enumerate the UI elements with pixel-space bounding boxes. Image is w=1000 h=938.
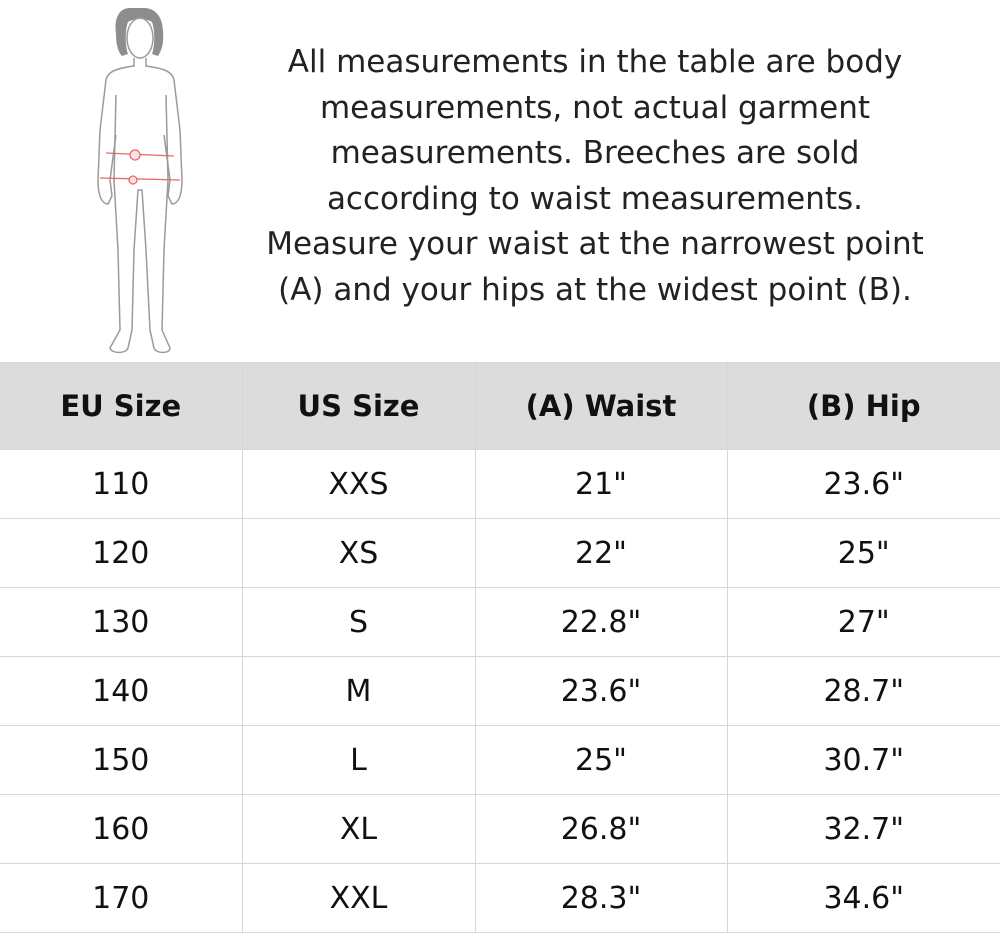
table-row: 140 M 23.6" 28.7" bbox=[0, 656, 1000, 726]
hip-cell: 27" bbox=[726, 587, 1000, 657]
column-header-eu-size: EU Size bbox=[0, 362, 243, 450]
table-row: 170 XXL 28.3" 34.6" bbox=[0, 863, 1000, 933]
hip-cell: 23.6" bbox=[726, 449, 1000, 519]
eu-size-cell: 130 bbox=[0, 587, 243, 657]
hip-cell: 32.7" bbox=[726, 794, 1000, 864]
intro-line: measurements, not actual garment bbox=[319, 89, 870, 126]
waist-cell: 28.3" bbox=[474, 863, 728, 933]
us-size-cell: XS bbox=[241, 518, 476, 588]
eu-size-cell: 150 bbox=[0, 725, 243, 795]
eu-size-cell: 110 bbox=[0, 449, 243, 519]
waist-cell: 26.8" bbox=[474, 794, 728, 864]
us-size-cell: L bbox=[241, 725, 476, 795]
us-size-cell: S bbox=[241, 587, 476, 657]
intro-line: measurements. Breeches are sold bbox=[330, 135, 860, 171]
eu-size-cell: 140 bbox=[0, 656, 243, 726]
waist-cell: 23.6" bbox=[474, 656, 728, 726]
column-header-waist: (A) Waist bbox=[474, 362, 728, 450]
intro-line: All measurements in the table are body bbox=[287, 44, 903, 80]
table-row: 120 XS 22" 25" bbox=[0, 518, 1000, 588]
hip-cell: 34.6" bbox=[726, 863, 1000, 933]
eu-size-cell: 120 bbox=[0, 518, 243, 588]
eu-size-cell: 170 bbox=[0, 863, 243, 933]
intro-line: (A) and your hips at the widest point (B… bbox=[278, 271, 912, 308]
table-row: 130 S 22.8" 27" bbox=[0, 587, 1000, 657]
intro-line: according to waist measurements. bbox=[326, 180, 864, 217]
intro-line: Measure your waist at the narrowest poin… bbox=[266, 226, 924, 262]
measurement-instructions: All measurements in the table are body m… bbox=[230, 40, 960, 313]
hip-cell: 30.7" bbox=[726, 725, 1000, 795]
waist-cell: 21" bbox=[474, 449, 728, 519]
waist-cell: 25" bbox=[474, 725, 728, 795]
table-row: 110 XXS 21" 23.6" bbox=[0, 449, 1000, 519]
column-header-hip: (B) Hip bbox=[726, 362, 1000, 450]
size-chart-table: EU Size US Size (A) Waist (B) Hip 110 XXS… bbox=[0, 362, 1000, 933]
us-size-cell: XL bbox=[241, 794, 476, 864]
table-row: 150 L 25" 30.7" bbox=[0, 725, 1000, 795]
waist-cell: 22.8" bbox=[474, 587, 728, 657]
us-size-cell: XXS bbox=[241, 449, 476, 519]
hip-cell: 28.7" bbox=[726, 656, 1000, 726]
hip-cell: 25" bbox=[726, 518, 1000, 588]
column-header-us-size: US Size bbox=[241, 362, 476, 450]
us-size-cell: XXL bbox=[241, 863, 476, 933]
us-size-cell: M bbox=[241, 656, 476, 726]
waist-cell: 22" bbox=[474, 518, 728, 588]
body-measurement-figure-icon bbox=[97, 8, 183, 354]
table-header-row: EU Size US Size (A) Waist (B) Hip bbox=[0, 362, 1000, 450]
table-row: 160 XL 26.8" 32.7" bbox=[0, 794, 1000, 864]
eu-size-cell: 160 bbox=[0, 794, 243, 864]
